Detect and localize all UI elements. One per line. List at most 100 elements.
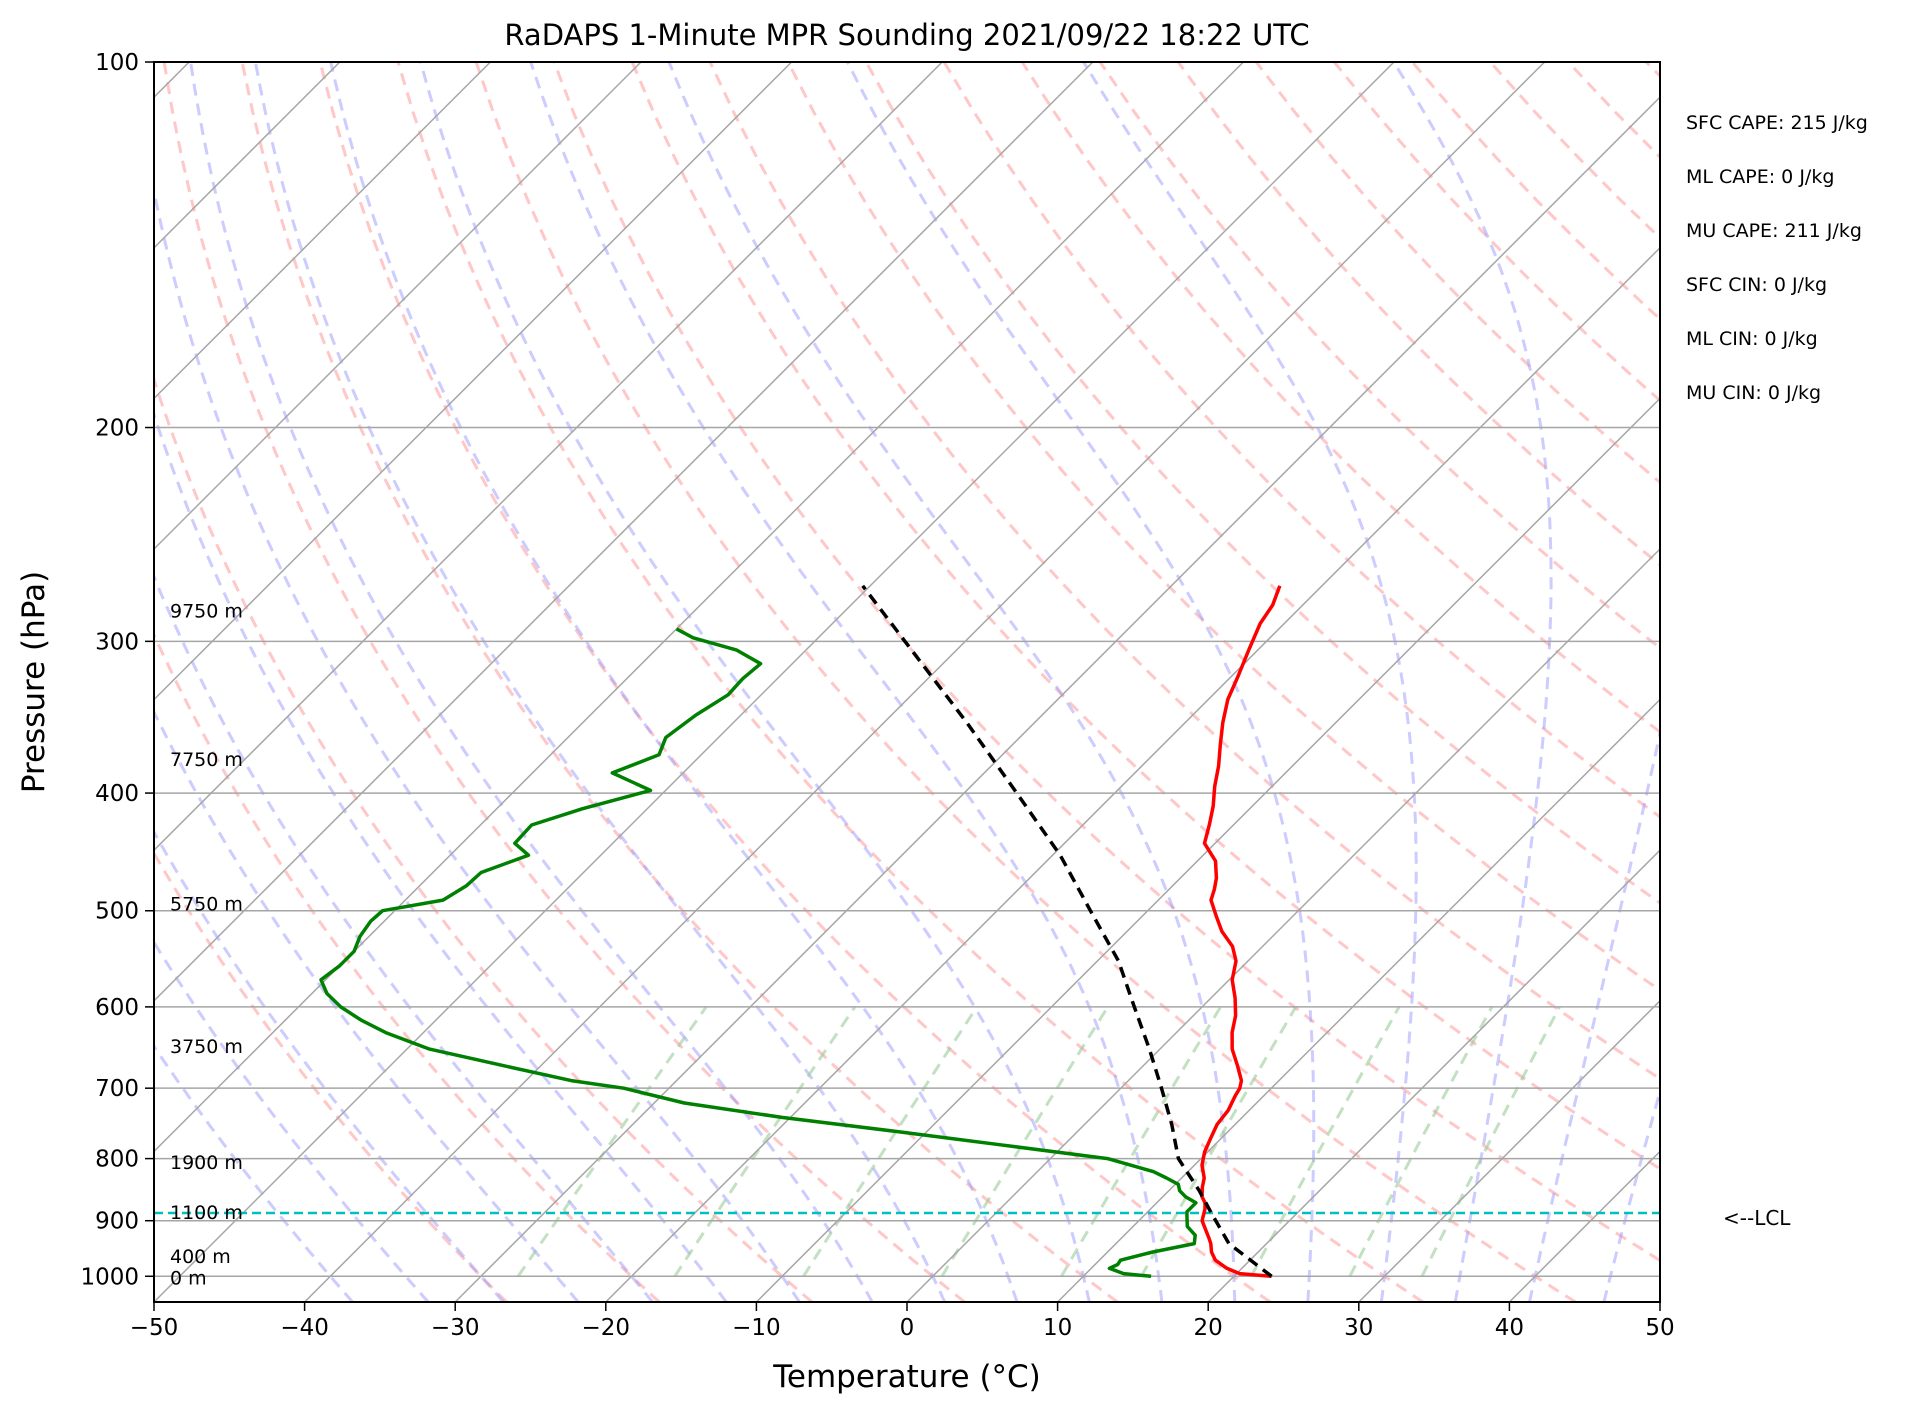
y-tick-label: 700 xyxy=(95,1076,139,1102)
mixing-ratio-line xyxy=(802,1006,979,1278)
height-label: 9750 m xyxy=(170,601,243,623)
isotherm xyxy=(1207,849,1660,1302)
dry-adiabat xyxy=(154,374,813,1302)
moist-adiabat xyxy=(154,939,430,1302)
x-tick-label: 30 xyxy=(1344,1315,1373,1341)
parcel-profile xyxy=(861,584,1273,1278)
moist-adiabat xyxy=(154,183,801,1302)
height-label: 1900 m xyxy=(170,1152,243,1174)
stat-line: ML CIN: 0 J/kg xyxy=(1686,328,1818,350)
moist-adiabat xyxy=(189,62,874,1302)
y-tick-label: 200 xyxy=(95,416,139,442)
stats-panel: SFC CAPE: 215 J/kg ML CAPE: 0 J/kg MU CAPE… xyxy=(1686,112,1868,404)
isotherm xyxy=(755,397,1660,1302)
temperature-profile xyxy=(1200,585,1282,1279)
height-labels: 9750 m 7750 m 5750 m 3750 m 1900 m 1100 m 400 … xyxy=(170,601,243,1290)
isotherm xyxy=(154,62,1244,1153)
stat-line: SFC CIN: 0 J/kg xyxy=(1686,274,1827,296)
stat-line: ML CAPE: 0 J/kg xyxy=(1686,166,1834,188)
y-axis-ticks: 100 200 300 400 500 600 700 800 900 1000 xyxy=(80,50,154,1290)
dry-adiabat xyxy=(396,62,1424,1302)
x-tick-label: −20 xyxy=(582,1315,631,1341)
moist-adiabats xyxy=(154,62,1911,1302)
x-tick-label: 0 xyxy=(900,1315,915,1341)
dry-adiabat xyxy=(240,62,1119,1302)
x-axis-ticks: −50 −40 −30 −20 −10 0 10 20 30 40 50 xyxy=(130,1302,1675,1341)
chart-title: RaDAPS 1-Minute MPR Sounding 2021/09/22 … xyxy=(504,18,1309,52)
y-tick-label: 400 xyxy=(95,781,139,807)
moist-adiabat xyxy=(1528,726,1660,1302)
isotherm xyxy=(1057,698,1660,1302)
isotherm xyxy=(154,62,491,400)
dry-adiabat xyxy=(552,62,1660,1263)
isotherm xyxy=(154,62,1395,1302)
stat-line: MU CIN: 0 J/kg xyxy=(1686,382,1821,404)
dry-adiabat xyxy=(1020,62,1660,734)
y-tick-label: 600 xyxy=(95,995,139,1021)
isotherm xyxy=(454,96,1660,1302)
isotherm xyxy=(1508,1150,1660,1302)
dry-adiabat xyxy=(1724,62,1911,1302)
y-tick-label: 500 xyxy=(95,899,139,925)
y-tick-label: 1000 xyxy=(80,1264,139,1290)
mixing-ratio-line xyxy=(1060,1006,1222,1278)
y-tick-label: 900 xyxy=(95,1209,139,1235)
isotherm xyxy=(154,62,793,701)
x-tick-label: −30 xyxy=(431,1315,480,1341)
x-tick-label: 40 xyxy=(1495,1315,1524,1341)
dry-adiabat xyxy=(154,850,508,1302)
x-axis-label: Temperature (°C) xyxy=(772,1359,1041,1395)
moist-adiabat xyxy=(329,62,1019,1302)
x-tick-label: 10 xyxy=(1043,1315,1072,1341)
dry-adiabat xyxy=(708,62,1660,1081)
moist-adiabat xyxy=(253,62,947,1302)
isotherm xyxy=(154,62,1094,1002)
isobars xyxy=(154,62,1660,1278)
dry-adiabats xyxy=(154,62,1911,1302)
x-tick-label: −50 xyxy=(130,1315,179,1341)
moist-adiabat xyxy=(1392,62,1553,1302)
height-label: 5750 m xyxy=(170,893,243,915)
moist-adiabat xyxy=(154,572,654,1302)
height-label: 1100 m xyxy=(170,1202,243,1224)
profile-series xyxy=(319,584,1282,1279)
mixing-ratio-line xyxy=(1348,1006,1494,1277)
moist-adiabat xyxy=(154,409,728,1302)
moist-adiabat xyxy=(846,62,1316,1302)
x-tick-label: 20 xyxy=(1194,1315,1223,1341)
dry-adiabat xyxy=(1645,62,1660,79)
x-tick-label: −10 xyxy=(732,1315,781,1341)
stat-line: SFC CAPE: 215 J/kg xyxy=(1686,112,1868,134)
moist-adiabat xyxy=(154,828,505,1302)
dry-adiabat xyxy=(1489,62,1660,241)
dry-adiabat xyxy=(1333,62,1660,403)
height-label: 400 m xyxy=(170,1246,231,1268)
y-axis-label: Pressure (hPa) xyxy=(16,571,52,793)
moist-adiabat xyxy=(419,62,1091,1302)
moist-adiabat xyxy=(1082,62,1418,1302)
x-tick-label: 50 xyxy=(1645,1315,1674,1341)
isotherm xyxy=(906,547,1660,1302)
isotherm xyxy=(1659,1300,1660,1302)
isotherm xyxy=(1358,999,1660,1302)
mixing-ratio-line xyxy=(1140,1006,1298,1278)
mixing-ratio-line xyxy=(516,1006,708,1278)
height-label: 0 m xyxy=(170,1267,207,1289)
y-tick-label: 800 xyxy=(95,1147,139,1173)
y-tick-label: 100 xyxy=(95,50,139,76)
dry-adiabat xyxy=(318,62,1272,1302)
moist-adiabat xyxy=(1679,62,1911,1302)
dry-adiabat xyxy=(1567,62,1660,160)
height-label: 7750 m xyxy=(170,749,243,771)
moist-adiabat xyxy=(529,62,1164,1302)
y-tick-label: 300 xyxy=(95,629,139,655)
dry-adiabat xyxy=(942,62,1660,819)
height-label: 3750 m xyxy=(170,1036,243,1058)
dry-adiabat xyxy=(474,62,1577,1302)
dry-adiabat xyxy=(864,62,1660,905)
mixing-ratio-line xyxy=(940,1006,1110,1278)
dry-adiabat xyxy=(162,62,966,1302)
mixing-ratio-line xyxy=(1420,1006,1561,1277)
dry-adiabat xyxy=(630,62,1660,1171)
